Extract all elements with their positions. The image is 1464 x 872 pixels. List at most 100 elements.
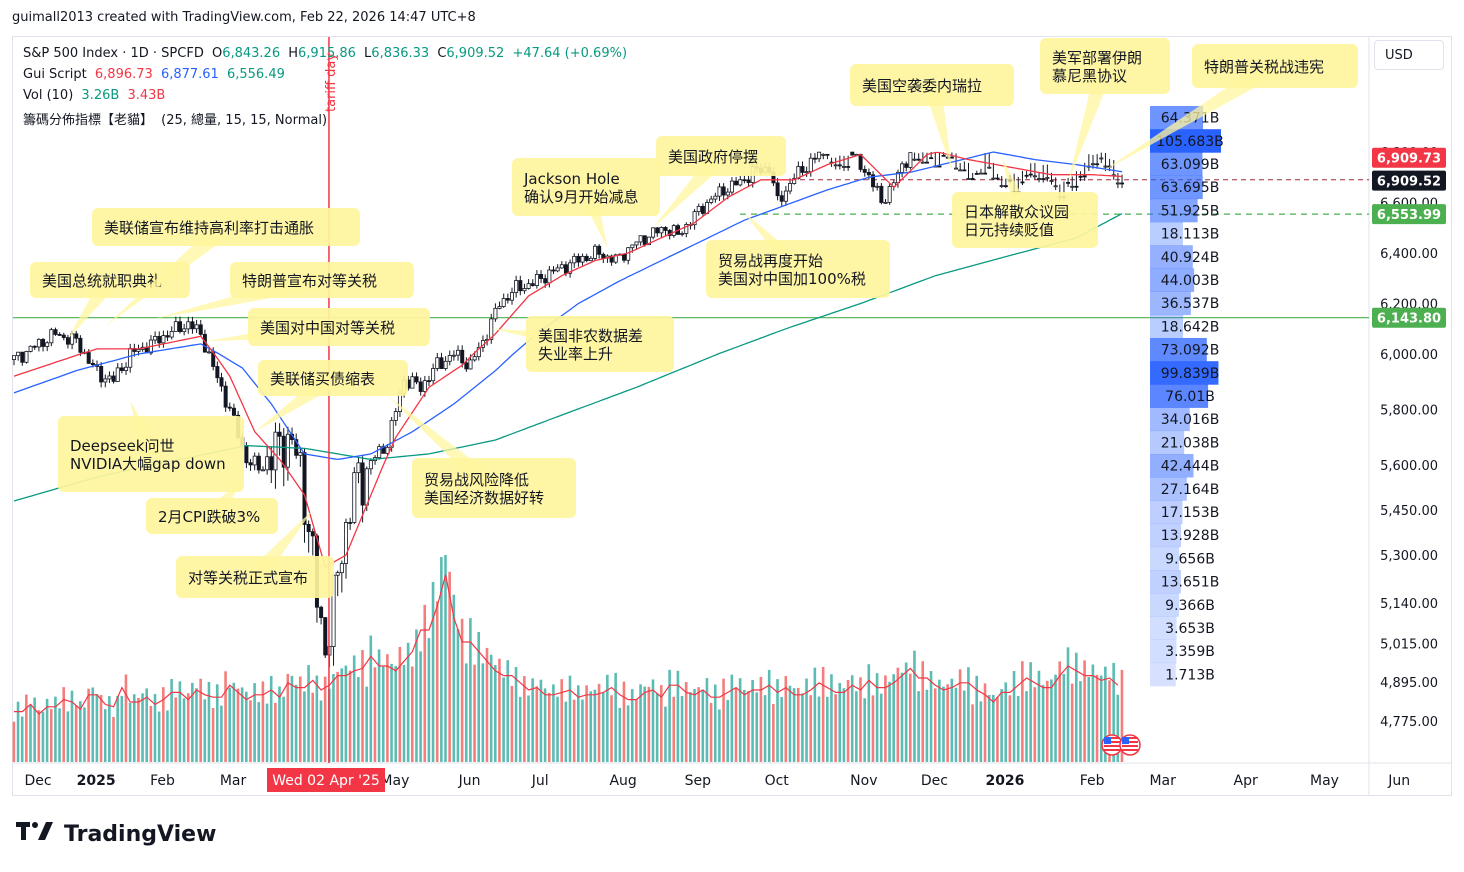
volume-bar (792, 688, 796, 762)
y-tick-label: 5,140.00 (1380, 597, 1438, 612)
volume-bar (950, 678, 954, 762)
volume-bar (485, 647, 489, 762)
annotation-text: 特朗普关税战违宪 (1204, 58, 1324, 76)
volume-bar (124, 674, 128, 762)
volume-profile-bar (1150, 616, 1177, 640)
volume-bar (162, 687, 165, 762)
volume-bar (319, 700, 323, 762)
annotation-text: 美国总统就职典礼 (42, 272, 162, 290)
volume-bar (610, 695, 613, 762)
volume-bar (274, 702, 277, 762)
volume-bar (186, 693, 190, 762)
volume-bar (676, 670, 680, 762)
volume-bar (195, 688, 198, 762)
candle (1070, 176, 1075, 191)
candle (194, 319, 199, 334)
volume-bar (1058, 661, 1061, 762)
candle (298, 447, 303, 467)
volume-bar (1066, 647, 1070, 762)
candle (140, 342, 145, 352)
volume-bar (191, 682, 194, 762)
volume-profile-label: 42.444B (1161, 459, 1220, 475)
annotation-text: 美国政府停摆 (668, 148, 758, 166)
volume-name[interactable]: Vol (10) (23, 88, 74, 103)
annotation-text: 日本解散众议园 (964, 203, 1069, 221)
volume-profile-bar (1150, 338, 1207, 362)
volume-bar (510, 685, 514, 762)
volume-bar (826, 696, 829, 762)
candle (999, 176, 1004, 188)
volume-bar (41, 711, 45, 762)
volume-bar (166, 710, 169, 762)
candle (418, 377, 423, 396)
volume-bar (481, 663, 485, 762)
y-tick-label: 4,775.00 (1380, 715, 1438, 730)
candle (198, 319, 203, 337)
currency-button[interactable]: USD (1374, 40, 1444, 70)
candle (663, 226, 668, 236)
candle (551, 266, 556, 275)
volume-bar (987, 694, 991, 762)
annotation-text: 日元持续贬值 (964, 221, 1054, 239)
volume-bar (74, 705, 78, 762)
candle (103, 374, 108, 388)
volume-bar (54, 696, 57, 762)
script-name[interactable]: Gui Script (23, 67, 87, 82)
candle (522, 283, 527, 294)
candle (804, 166, 809, 177)
volume-bar (705, 678, 709, 762)
y-tick-label: 4,895.00 (1380, 676, 1438, 691)
candle (879, 182, 884, 205)
volume-bar (174, 697, 178, 762)
volume-bar (315, 675, 319, 762)
candle (501, 293, 506, 308)
candle (539, 270, 544, 284)
volume-bar (261, 681, 265, 762)
volume-bar (269, 675, 273, 762)
volume-value-1: 3.26B (81, 88, 120, 103)
candle (451, 350, 456, 361)
candle (360, 456, 365, 523)
volume-bar (813, 667, 817, 762)
symbol-name[interactable]: S&P 500 Index · 1D · SPCFD (23, 46, 204, 61)
candle (182, 323, 187, 336)
volume-bar (759, 676, 763, 762)
volume-bar (357, 677, 360, 762)
x-tick-label: 2026 (985, 773, 1024, 789)
candle (817, 151, 822, 163)
candle (775, 177, 780, 201)
candle (173, 316, 178, 332)
volume-bar (668, 669, 671, 762)
volume-bar (1095, 674, 1099, 762)
annotation-text: 对等关税正式宣布 (188, 569, 308, 587)
volume-bar (278, 686, 281, 762)
candle (983, 153, 988, 175)
volume-bar (1050, 679, 1053, 762)
profile-name[interactable]: 籌碼分佈指標【老貓】 (23, 113, 154, 128)
volume-bar (182, 698, 186, 762)
volume-bar (697, 687, 700, 762)
volume-profile-bar (1150, 570, 1181, 594)
volume-bar (817, 696, 821, 762)
candle (626, 247, 631, 265)
volume-bar (253, 683, 256, 762)
volume-bar (33, 697, 36, 762)
volume-bar (1033, 687, 1037, 762)
candle (368, 458, 373, 475)
profile-params: (25, 總量, 15, 15, Normal) (161, 113, 328, 128)
volume-bar (452, 594, 456, 762)
volume-bar (307, 665, 310, 762)
volume-bar (290, 675, 294, 762)
volume-bar (527, 695, 530, 762)
volume-bar (112, 716, 115, 762)
volume-bar (419, 651, 422, 762)
volume-bar (784, 675, 788, 762)
candle (887, 183, 892, 205)
volume-bar (440, 557, 443, 762)
volume-bar (917, 691, 920, 762)
volume-bar (294, 684, 298, 762)
volume-bar (361, 650, 364, 762)
candle (24, 350, 29, 364)
